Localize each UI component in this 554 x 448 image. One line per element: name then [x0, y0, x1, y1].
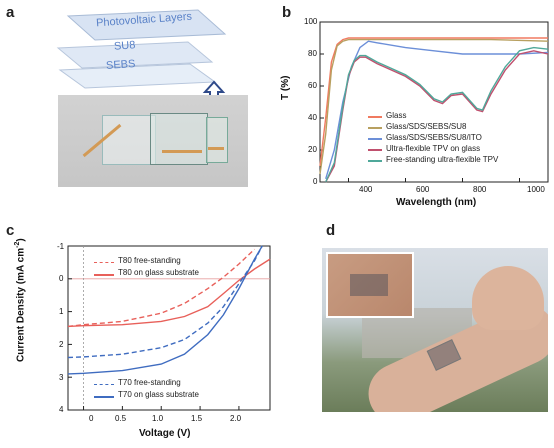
inset-closeup	[326, 252, 414, 318]
electrode-strip-2	[162, 150, 202, 153]
jv-curve-chart	[67, 245, 271, 411]
chart-c-xlabel: Voltage (V)	[139, 428, 191, 439]
chart-c-series-line	[67, 245, 263, 359]
chart-c-ytick: 1	[59, 307, 64, 316]
chart-b-ytick: 100	[304, 17, 318, 26]
chart-c-ylabel-sup: -2	[14, 241, 21, 248]
chart-c-xtick: 2.0	[230, 414, 242, 423]
legend-b-swatch	[368, 160, 382, 162]
legend-b-entry: Free-standing ultra-flexible TPV	[386, 155, 499, 164]
sample-film-center	[150, 113, 208, 165]
chart-b-ytick: 40	[308, 113, 317, 122]
sample-film-right	[206, 117, 228, 163]
chart-b-ylabel: T (%)	[280, 75, 291, 100]
chart-b-series-line	[319, 38, 549, 175]
panel-c-label: c	[6, 222, 15, 239]
device-photo	[58, 95, 248, 187]
chart-b-series-line	[325, 40, 549, 180]
chart-c-xtick: 0	[89, 414, 94, 423]
chart-c-ylabel: Current Density (mA cm-2)	[14, 238, 26, 362]
chart-c-ytick: 2	[59, 340, 64, 349]
chart-b-frame	[319, 21, 549, 183]
legend-c-swatch	[94, 384, 114, 385]
panel-b-label: b	[282, 4, 292, 21]
chart-c-frame	[67, 245, 271, 411]
legend-c-entry: T80 on glass substrate	[118, 268, 199, 277]
legend-b-swatch	[368, 149, 382, 151]
chart-c-series-line	[67, 245, 263, 375]
wrist-photo	[322, 248, 548, 412]
chart-b-ytick: 80	[308, 49, 317, 58]
chart-c-xtick: 1.5	[191, 414, 203, 423]
panel-a-label: a	[6, 4, 15, 21]
legend-b-swatch	[368, 127, 382, 129]
layer-label-sebs: SEBS	[105, 57, 136, 73]
chart-b-ytick: 0	[313, 177, 318, 186]
sample-film-left	[102, 115, 156, 165]
chart-c-ylabel-close: )	[15, 238, 27, 242]
hand	[472, 266, 544, 330]
layer-label-su8: SU8	[113, 39, 136, 53]
chart-b-ytick: 60	[308, 81, 317, 90]
transmittance-chart	[319, 21, 549, 183]
chart-c-series-line	[67, 248, 255, 328]
legend-b-entry: Ultra-flexible TPV on glass	[386, 144, 481, 153]
legend-b-swatch	[368, 116, 382, 118]
chart-c-ytick: 0	[59, 274, 64, 283]
inset-device	[350, 274, 388, 296]
chart-c-ytick: -1	[57, 242, 65, 251]
chart-b-series-line	[319, 37, 548, 167]
chart-c-ylabel-text: Current Density (mA cm	[15, 247, 27, 362]
legend-c-entry: T70 free-standing	[118, 378, 181, 387]
legend-c-entry: T70 on glass substrate	[118, 390, 199, 399]
layer-stack-illustration	[56, 9, 227, 89]
legend-c-swatch	[94, 262, 114, 263]
chart-b-xtick: 600	[416, 185, 430, 194]
chart-b-xtick: 800	[473, 185, 487, 194]
chart-c-ytick: 3	[59, 373, 64, 382]
legend-b-swatch	[368, 138, 382, 140]
chart-b-xtick: 400	[359, 185, 373, 194]
legend-c-entry: T80 free-standing	[118, 256, 181, 265]
chart-b-xtick: 1000	[527, 185, 545, 194]
chart-b-xlabel: Wavelength (nm)	[396, 197, 477, 208]
chart-b-series-line	[325, 46, 549, 183]
panel-d-label: d	[326, 222, 336, 239]
legend-b-entry: Glass/SDS/SEBS/SU8	[386, 122, 467, 131]
chart-b-ytick: 20	[308, 145, 317, 154]
chart-c-ytick: 4	[59, 405, 64, 414]
legend-b-entry: Glass	[386, 111, 407, 120]
legend-b-entry: Glass/SDS/SEBS/SU8/ITO	[386, 133, 482, 142]
electrode-strip-3	[208, 147, 224, 150]
legend-c-swatch	[94, 396, 114, 398]
legend-c-swatch	[94, 274, 114, 276]
chart-c-xtick: 1.0	[152, 414, 164, 423]
chart-c-xtick: 0.5	[115, 414, 127, 423]
